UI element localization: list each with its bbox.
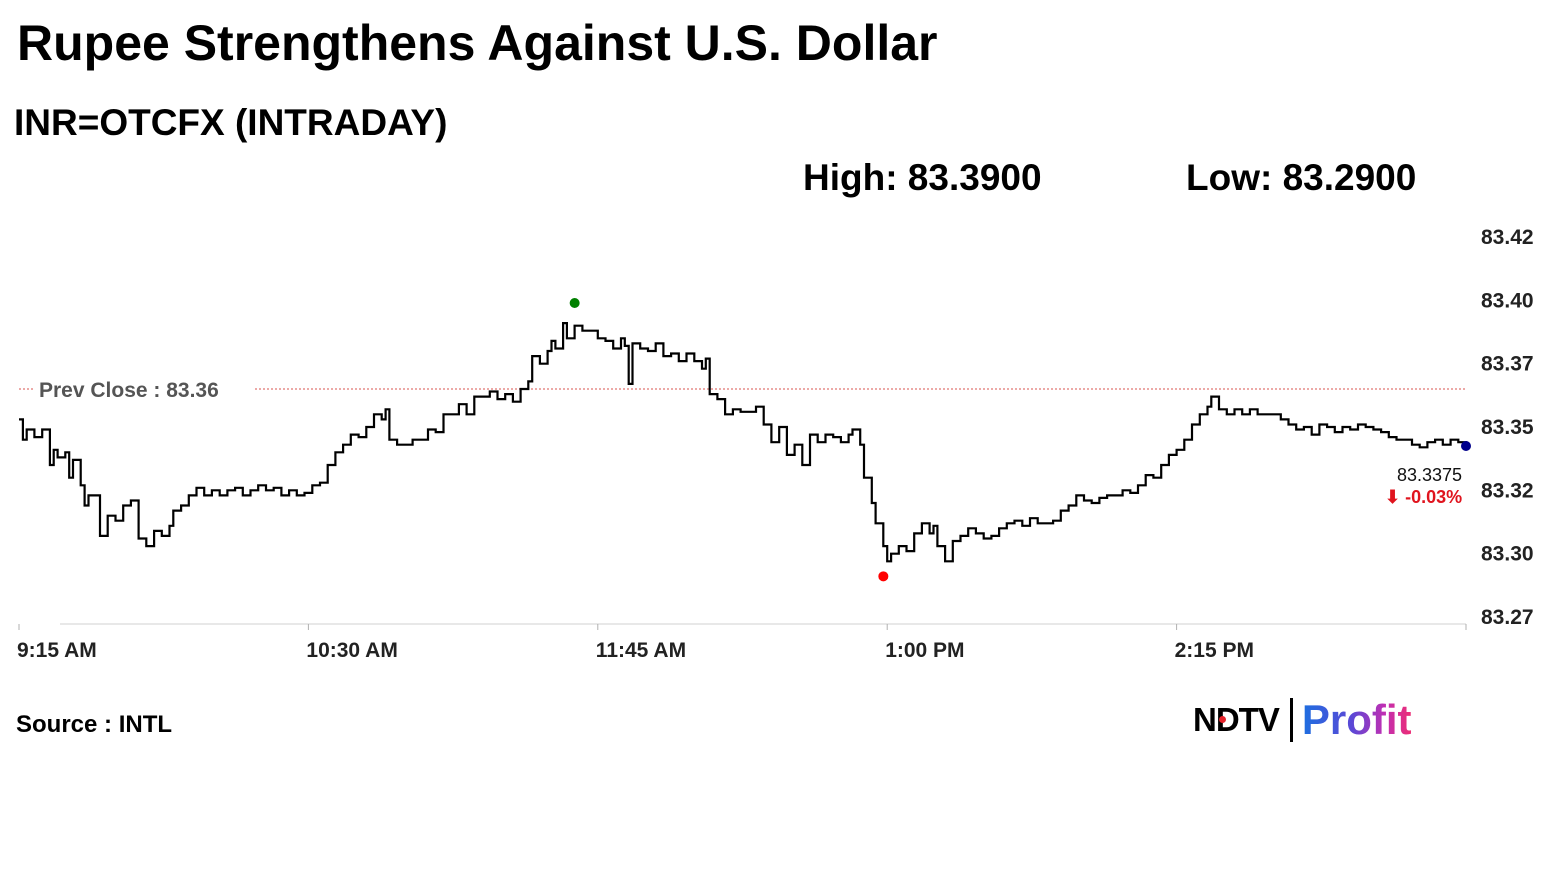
- source-label: Source : INTL: [16, 711, 173, 738]
- x-tick-label: 10:30 AM: [306, 639, 397, 662]
- x-tick-label: 2:15 PM: [1175, 639, 1254, 662]
- y-tick-label: 83.27: [1481, 606, 1534, 629]
- y-tick-label: 83.35: [1481, 416, 1534, 439]
- y-tick-label: 83.40: [1481, 289, 1534, 312]
- last-price-label: 83.3375: [1397, 465, 1462, 485]
- x-tick-label: 9:15 AM: [17, 639, 97, 662]
- ndtv-logo-text: NDTV: [1193, 701, 1280, 738]
- last-price-marker: [1461, 441, 1471, 451]
- prev-close-label: Prev Close : 83.36: [39, 379, 219, 402]
- chart-title: Rupee Strengthens Against U.S. Dollar: [17, 15, 938, 71]
- price-line: [19, 322, 1468, 563]
- low-value: Low: 83.2900: [1186, 157, 1417, 198]
- day-high-marker: [569, 298, 580, 308]
- logo-divider: [1289, 698, 1293, 742]
- x-tick-label: 11:45 AM: [596, 639, 686, 662]
- intraday-line-chart: 9:15 AM 10:30 AM 11:45 AM 1:00 PM 2:15 PM 83.…: [17, 226, 1534, 662]
- profit-logo-text: Profit: [1301, 696, 1412, 743]
- change-percent-label: ⬇ -0.03%: [1385, 487, 1462, 507]
- chart-subtitle: INR=OTCFX (INTRADAY): [14, 102, 448, 143]
- y-tick-label: 83.37: [1481, 353, 1534, 376]
- day-low-marker: [878, 571, 889, 582]
- x-tick-label: 1:00 PM: [885, 639, 964, 662]
- y-tick-label: 83.32: [1481, 479, 1534, 502]
- y-tick-label: 83.30: [1481, 543, 1534, 566]
- y-tick-label: 83.42: [1481, 226, 1534, 249]
- ndtv-profit-logo: NDTV Profit: [1193, 695, 1412, 745]
- high-value: High: 83.3900: [803, 157, 1042, 198]
